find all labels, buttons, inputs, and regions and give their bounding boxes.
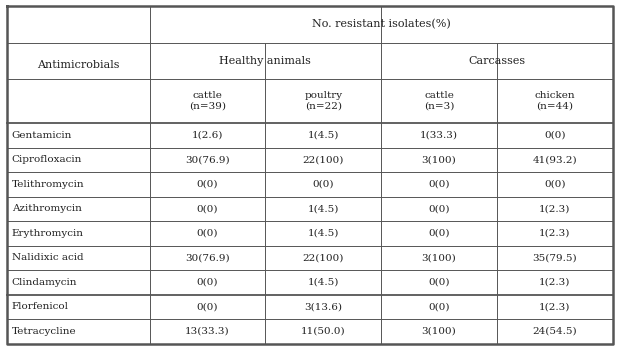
- Text: poultry
(n=22): poultry (n=22): [304, 91, 342, 111]
- Text: 30(76.9): 30(76.9): [185, 253, 230, 262]
- Text: Ciprofloxacin: Ciprofloxacin: [12, 155, 82, 164]
- Text: cattle
(n=39): cattle (n=39): [189, 91, 226, 111]
- Text: 41(93.2): 41(93.2): [533, 155, 577, 164]
- Text: 11(50.0): 11(50.0): [301, 327, 345, 336]
- Text: 0(0): 0(0): [197, 278, 218, 287]
- Text: 1(2.3): 1(2.3): [539, 229, 570, 238]
- Text: 0(0): 0(0): [197, 229, 218, 238]
- Text: 3(100): 3(100): [422, 155, 456, 164]
- Text: Gentamicin: Gentamicin: [12, 131, 72, 140]
- Text: Carcasses: Carcasses: [468, 56, 525, 66]
- Text: Erythromycin: Erythromycin: [12, 229, 84, 238]
- Text: 0(0): 0(0): [544, 131, 565, 140]
- Text: 1(4.5): 1(4.5): [308, 204, 339, 214]
- Text: Antimicrobials: Antimicrobials: [37, 60, 120, 70]
- Text: 0(0): 0(0): [312, 180, 334, 189]
- Text: 3(100): 3(100): [422, 327, 456, 336]
- Text: Telithromycin: Telithromycin: [12, 180, 84, 189]
- Text: 1(4.5): 1(4.5): [308, 278, 339, 287]
- Text: Healthy animals: Healthy animals: [219, 56, 311, 66]
- Text: 1(2.3): 1(2.3): [539, 278, 570, 287]
- Text: 1(2.3): 1(2.3): [539, 302, 570, 312]
- Text: 30(76.9): 30(76.9): [185, 155, 230, 164]
- Text: 1(33.3): 1(33.3): [420, 131, 458, 140]
- Text: 0(0): 0(0): [544, 180, 565, 189]
- Text: 1(2.6): 1(2.6): [192, 131, 223, 140]
- Text: 24(54.5): 24(54.5): [533, 327, 577, 336]
- Text: 0(0): 0(0): [197, 180, 218, 189]
- Text: cattle
(n=3): cattle (n=3): [424, 91, 454, 111]
- Text: 3(13.6): 3(13.6): [304, 302, 342, 312]
- Text: 22(100): 22(100): [303, 253, 344, 262]
- Text: 22(100): 22(100): [303, 155, 344, 164]
- Text: No. resistant isolates(%): No. resistant isolates(%): [312, 19, 451, 30]
- Text: 1(2.3): 1(2.3): [539, 204, 570, 214]
- Text: 0(0): 0(0): [428, 229, 450, 238]
- Text: Florfenicol: Florfenicol: [12, 302, 69, 312]
- Text: Nalidixic acid: Nalidixic acid: [12, 253, 84, 262]
- Text: chicken
(n=44): chicken (n=44): [534, 91, 575, 111]
- Text: 0(0): 0(0): [428, 180, 450, 189]
- Text: 35(79.5): 35(79.5): [533, 253, 577, 262]
- Text: 0(0): 0(0): [428, 204, 450, 214]
- Text: 3(100): 3(100): [422, 253, 456, 262]
- Text: 0(0): 0(0): [197, 204, 218, 214]
- Text: 13(33.3): 13(33.3): [185, 327, 230, 336]
- Text: Tetracycline: Tetracycline: [12, 327, 76, 336]
- Text: 0(0): 0(0): [197, 302, 218, 312]
- Text: Azithromycin: Azithromycin: [12, 204, 82, 214]
- Text: 1(4.5): 1(4.5): [308, 229, 339, 238]
- Text: 0(0): 0(0): [428, 302, 450, 312]
- Text: 0(0): 0(0): [428, 278, 450, 287]
- Text: Clindamycin: Clindamycin: [12, 278, 78, 287]
- Text: 1(4.5): 1(4.5): [308, 131, 339, 140]
